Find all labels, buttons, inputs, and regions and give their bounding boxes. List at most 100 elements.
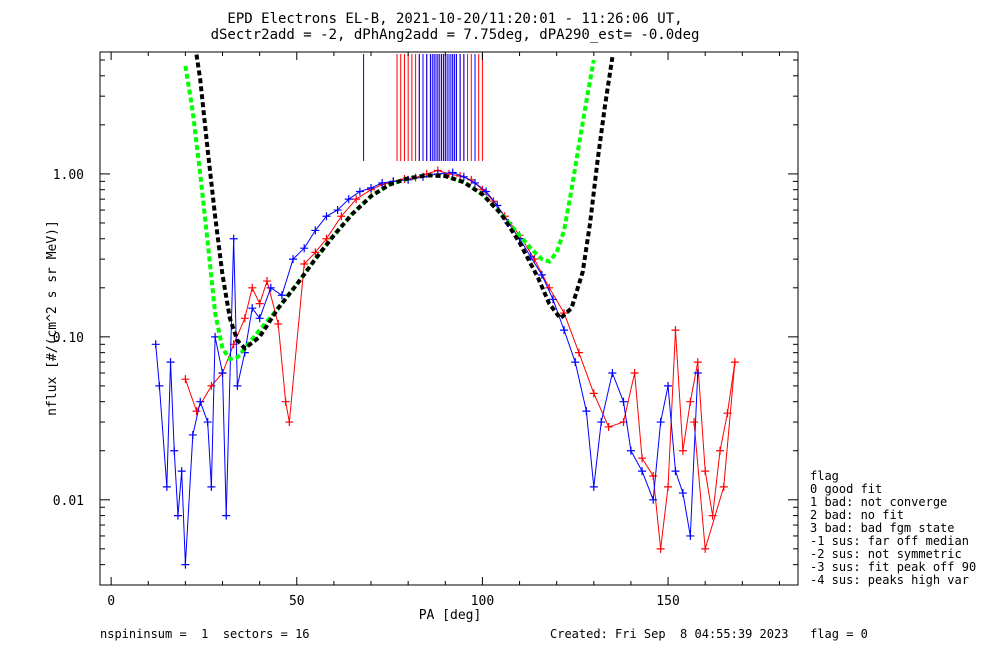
x-tick-label: 100 bbox=[471, 594, 494, 609]
series-0-segment bbox=[712, 450, 721, 516]
flag-legend-item: -2 sus: not symmetric bbox=[810, 547, 962, 561]
series-1-segment bbox=[337, 198, 350, 211]
series-0-point bbox=[708, 511, 717, 520]
series-1-point bbox=[367, 183, 376, 192]
series-0-segment bbox=[641, 457, 654, 477]
series-1-segment bbox=[259, 287, 272, 319]
series-1-segment bbox=[270, 287, 283, 296]
series-1-segment bbox=[630, 450, 643, 472]
series-1-segment bbox=[530, 256, 543, 276]
series-0-point bbox=[240, 314, 249, 323]
series-0-point bbox=[281, 397, 290, 406]
y-tick-label: 1.00 bbox=[53, 168, 84, 183]
series-0-segment bbox=[719, 413, 728, 451]
series-0-segment bbox=[370, 184, 383, 191]
footer-created: Created: Fri Sep 8 04:55:39 2023 flag = … bbox=[550, 627, 868, 641]
series-1-point bbox=[322, 212, 331, 221]
series-0-segment bbox=[674, 330, 684, 451]
series-1-point bbox=[693, 369, 702, 378]
series-1-segment bbox=[177, 471, 183, 516]
plot-frame bbox=[99, 51, 799, 586]
series-0-segment bbox=[548, 287, 565, 314]
series-0-point bbox=[337, 212, 346, 221]
series-0-point bbox=[322, 234, 331, 243]
series-1-segment bbox=[623, 401, 632, 451]
series-0-point bbox=[574, 348, 583, 357]
series-0-point bbox=[192, 407, 201, 416]
series-0-segment bbox=[285, 401, 290, 423]
series-1-point bbox=[181, 560, 190, 569]
series-1-segment bbox=[689, 372, 699, 536]
series-1-point bbox=[597, 418, 606, 427]
series-0-point bbox=[300, 259, 309, 268]
series-0-point bbox=[352, 195, 361, 204]
series-0-point bbox=[678, 446, 687, 455]
series-0-point bbox=[181, 375, 190, 384]
series-0-segment bbox=[211, 372, 223, 387]
series-1-segment bbox=[173, 450, 179, 516]
series-0-segment bbox=[563, 312, 580, 353]
series-1-segment bbox=[184, 434, 194, 565]
series-1-point bbox=[333, 206, 342, 215]
x-tick-label: 0 bbox=[107, 594, 115, 609]
flag-legend-item: 0 good fit bbox=[810, 482, 882, 496]
series-1-point bbox=[537, 270, 546, 279]
series-1-segment bbox=[314, 215, 327, 231]
series-1-point bbox=[656, 418, 665, 427]
flag-legend-item: -3 sus: fit peak off 90 bbox=[810, 560, 976, 574]
series-1-segment bbox=[155, 344, 160, 386]
chart-title-line1: EPD Electrons EL-B, 2021-10-20/11:20:01 … bbox=[227, 11, 682, 27]
series-1-point bbox=[207, 482, 216, 491]
series-0-segment bbox=[326, 215, 342, 240]
series-1-segment bbox=[474, 182, 487, 192]
flag-legend-item: -1 sus: far off median bbox=[810, 534, 969, 548]
series-1-segment bbox=[641, 470, 654, 500]
series-0-segment bbox=[259, 280, 268, 304]
series-0-point bbox=[716, 446, 725, 455]
series-1-segment bbox=[222, 372, 227, 516]
x-axis-label: PA [deg] bbox=[419, 608, 482, 623]
flag-legend-item: 3 bad: bad fgm state bbox=[810, 521, 955, 535]
series-1-point bbox=[218, 369, 227, 378]
series-1-point bbox=[619, 397, 628, 406]
series-0-point bbox=[656, 544, 665, 553]
series-1-segment bbox=[563, 329, 576, 363]
series-1-segment bbox=[166, 362, 172, 487]
series-1-point bbox=[196, 397, 205, 406]
series-1-point bbox=[177, 467, 186, 476]
series-0-segment bbox=[504, 215, 520, 236]
series-1-segment bbox=[667, 385, 676, 472]
series-1-point bbox=[608, 369, 617, 378]
series-1-segment bbox=[170, 362, 175, 451]
series-1-point bbox=[229, 234, 238, 243]
series-1-point bbox=[470, 178, 479, 187]
series-1-point bbox=[151, 340, 160, 349]
series-0-point bbox=[248, 283, 257, 292]
series-1-point bbox=[378, 178, 387, 187]
series-1-segment bbox=[251, 307, 261, 319]
series-0-point bbox=[274, 319, 283, 328]
series-1-segment bbox=[675, 470, 684, 494]
series-0-segment bbox=[689, 362, 699, 402]
series-1-segment bbox=[303, 230, 316, 249]
series-0-point bbox=[664, 482, 673, 491]
series-0-segment bbox=[314, 238, 327, 253]
series-0-point bbox=[589, 389, 598, 398]
series-1-segment bbox=[236, 352, 246, 387]
series-1-point bbox=[448, 168, 457, 177]
series-1-segment bbox=[611, 372, 624, 402]
series-1-point bbox=[649, 495, 658, 504]
y-axis-label: nflux [#/(cm^2 s sr MeV)] bbox=[45, 220, 60, 416]
series-0-point bbox=[630, 369, 639, 378]
series-0-segment bbox=[697, 362, 706, 472]
series-0-point bbox=[604, 422, 613, 431]
x-tick-label: 50 bbox=[289, 594, 305, 609]
series-1-point bbox=[266, 283, 275, 292]
chart-title-line2: dSectr2add = -2, dPhAng2add = 7.75deg, d… bbox=[211, 27, 700, 43]
series-1-point bbox=[170, 446, 179, 455]
series-1-point bbox=[166, 358, 175, 367]
series-1-point bbox=[162, 482, 171, 491]
series-0-segment bbox=[608, 421, 624, 428]
series-1-point bbox=[589, 482, 598, 491]
